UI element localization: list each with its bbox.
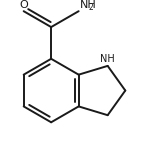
Text: O: O <box>19 0 28 10</box>
Text: NH: NH <box>80 0 96 10</box>
Text: 2: 2 <box>89 3 94 12</box>
Text: NH: NH <box>100 54 115 64</box>
